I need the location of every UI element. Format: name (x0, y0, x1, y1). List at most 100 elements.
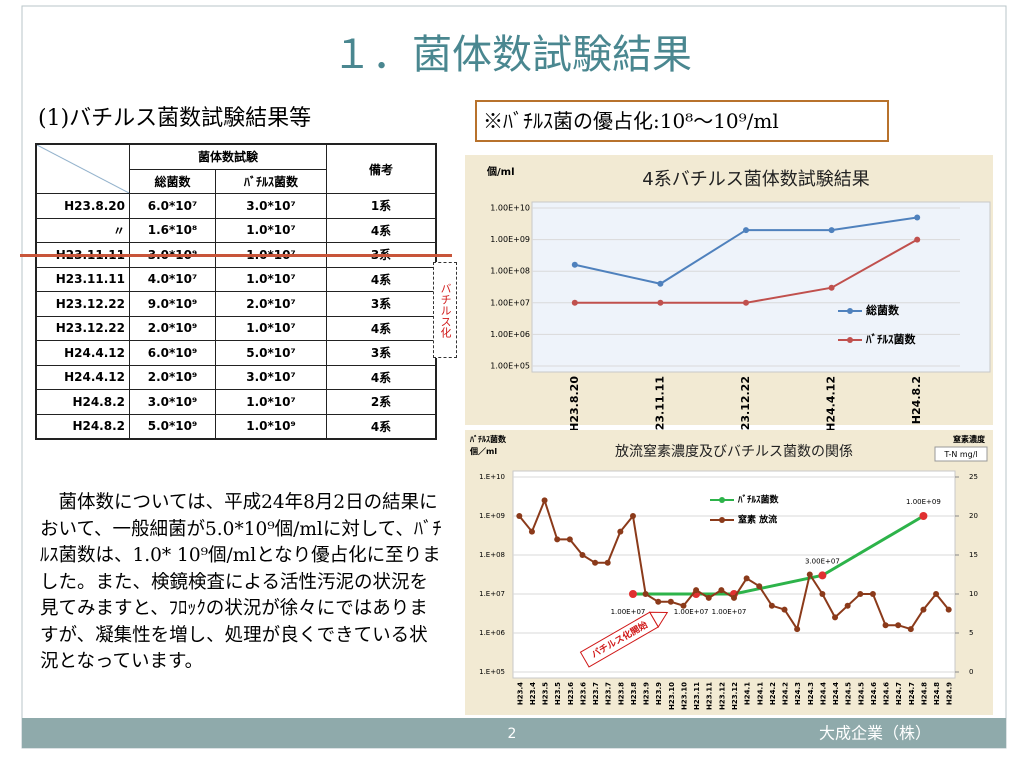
x-tick-label: H23.9 (643, 682, 651, 705)
table-cell: 3.0*10⁷ (215, 364, 327, 390)
data-label: 1.00E+09 (906, 498, 941, 506)
table-row: 〃 1.6*10⁸ 1.0*10⁷ 4系 (35, 217, 437, 243)
x-tick-label: H23.10 (668, 682, 676, 710)
y-tick-label: 1.00E+07 (490, 298, 530, 307)
series-marker (895, 622, 902, 629)
table-cell: 3.0*10⁷ (215, 193, 327, 219)
series-marker (819, 591, 826, 597)
series-marker (657, 280, 664, 287)
x-tick-label: H24.3 (794, 682, 802, 705)
series-marker (756, 583, 763, 590)
y-tick-label: 1.00E+06 (490, 330, 530, 339)
y2-axis-unit: T-N mg/l (943, 450, 977, 459)
y2-axis-label: 窒素濃度 (953, 434, 986, 444)
data-label: 1.00E+07 (611, 608, 646, 616)
legend-label: 窒素 放流 (738, 514, 777, 526)
header-cell: ﾊﾞﾁﾙｽ菌数 (215, 168, 327, 194)
data-label: 1.00E+07 (674, 608, 709, 616)
series-marker (933, 591, 940, 597)
series-marker (628, 590, 637, 598)
data-label: 1.00E+07 (712, 608, 747, 616)
subtitle: (1)バチルス菌数試験結果等 (38, 106, 312, 131)
table-row: H24.8.2 3.0*10⁹ 1.0*10⁷ 2系 (35, 389, 437, 415)
series-marker (794, 626, 801, 633)
table-cell: 1.0*10⁷ (215, 266, 327, 292)
legend-label: 総菌数 (866, 303, 900, 317)
series-marker (869, 591, 876, 597)
x-tick-label: H23.8 (617, 682, 625, 705)
series-marker (657, 299, 664, 306)
table-cell: 1.0*10⁷ (215, 217, 327, 243)
x-tick-label: H24.1 (744, 682, 752, 705)
y-tick-label: 1.E+08 (479, 551, 505, 559)
y-tick-label: 1.E+06 (479, 629, 505, 637)
table-cell: H24.4.12 (35, 340, 130, 366)
x-tick-label: H24.6 (870, 682, 878, 705)
legend-marker (719, 517, 725, 523)
legend-marker (719, 497, 725, 503)
header-cell: 菌体数試験 (129, 143, 327, 170)
series-marker (718, 587, 725, 594)
series-marker (571, 261, 578, 268)
x-tick-label: H23.6 (567, 682, 575, 705)
series-marker (743, 575, 750, 582)
series-marker (617, 528, 624, 535)
y2-tick-label: 15 (969, 551, 978, 559)
table-cell: 5.0*10⁷ (215, 340, 327, 366)
series-marker (914, 236, 921, 243)
table-cell: 3系 (326, 340, 437, 366)
table-cell: 3.0*10⁹ (129, 389, 216, 415)
table-cell: 2系 (326, 389, 437, 415)
y-tick-label: 1.E+10 (479, 473, 505, 481)
y2-tick-label: 10 (969, 590, 978, 598)
series-marker (907, 626, 914, 633)
series-marker (768, 602, 775, 609)
x-tick-label: H23.11 (706, 682, 714, 710)
series-marker (781, 606, 788, 613)
y-axis-unit: 個／ml (469, 446, 497, 456)
y2-tick-label: 5 (969, 629, 973, 637)
x-tick-label: H23.7 (592, 682, 600, 705)
table-cell: 1.0*10⁹ (215, 413, 327, 440)
table-cell: H23.12.22 (35, 291, 130, 317)
table-cell: 〃 (35, 217, 130, 243)
x-tick-label: H24.5 (857, 682, 865, 705)
table-row: H23.11.11 4.0*10⁷ 1.0*10⁷ 4系 (35, 266, 437, 292)
x-tick-label: H24.3 (807, 682, 815, 705)
company: 大成企業（株） (819, 724, 931, 743)
series-marker (680, 602, 687, 609)
divider-line (20, 254, 452, 257)
table-row: H23.12.22 2.0*10⁹ 1.0*10⁷ 4系 (35, 315, 437, 341)
table-cell: 1.0*10⁷ (215, 389, 327, 415)
table-cell: 2.0*10⁹ (129, 315, 216, 341)
x-tick-label: H24.6 (883, 682, 891, 705)
x-tick-label: H23.12 (718, 682, 726, 710)
y-axis-label: ﾊﾞﾁﾙｽ菌数 (469, 434, 507, 444)
series-marker (857, 591, 864, 597)
series-marker (705, 594, 712, 601)
plot-area (512, 470, 956, 679)
y-tick-label: 1.00E+10 (490, 204, 530, 213)
y2-unit-box (934, 446, 988, 462)
annotation-arrow (648, 611, 669, 628)
note-box: ※ﾊﾞﾁﾙｽ菌の優占化:10⁸〜10⁹/ml (475, 100, 889, 142)
header-cell: 備考 (326, 143, 437, 194)
y-tick-label: 1.00E+09 (490, 235, 530, 244)
series-marker (731, 594, 737, 601)
table-cell: 1.0*10⁷ (215, 315, 327, 341)
table-cell: H24.4.12 (35, 364, 130, 390)
table-cell: 9.0*10⁹ (129, 291, 216, 317)
table-body: H23.8.20 6.0*10⁷ 3.0*10⁷ 1系〃 1.6*10⁸ 1.0*10⁷ 4… (35, 193, 437, 440)
table-cell: 3系 (326, 291, 437, 317)
series-marker (592, 559, 599, 566)
series-marker (655, 598, 662, 605)
x-tick-label: H23.8.20 (568, 376, 581, 432)
chart-1: 4系バチルス菌体数試験結果 1.00E+05 1.00E+06 1.00E+07 1.0… (465, 155, 993, 440)
series-marker (828, 227, 835, 234)
y-tick-label: 1.E+05 (479, 668, 505, 676)
plot-area (531, 201, 991, 373)
legend-label: ﾊﾞﾁﾙｽ菌数 (737, 494, 780, 506)
chart-title: 放流窒素濃度及びバチルス菌数の関係 (615, 443, 853, 460)
series-marker (629, 513, 636, 519)
